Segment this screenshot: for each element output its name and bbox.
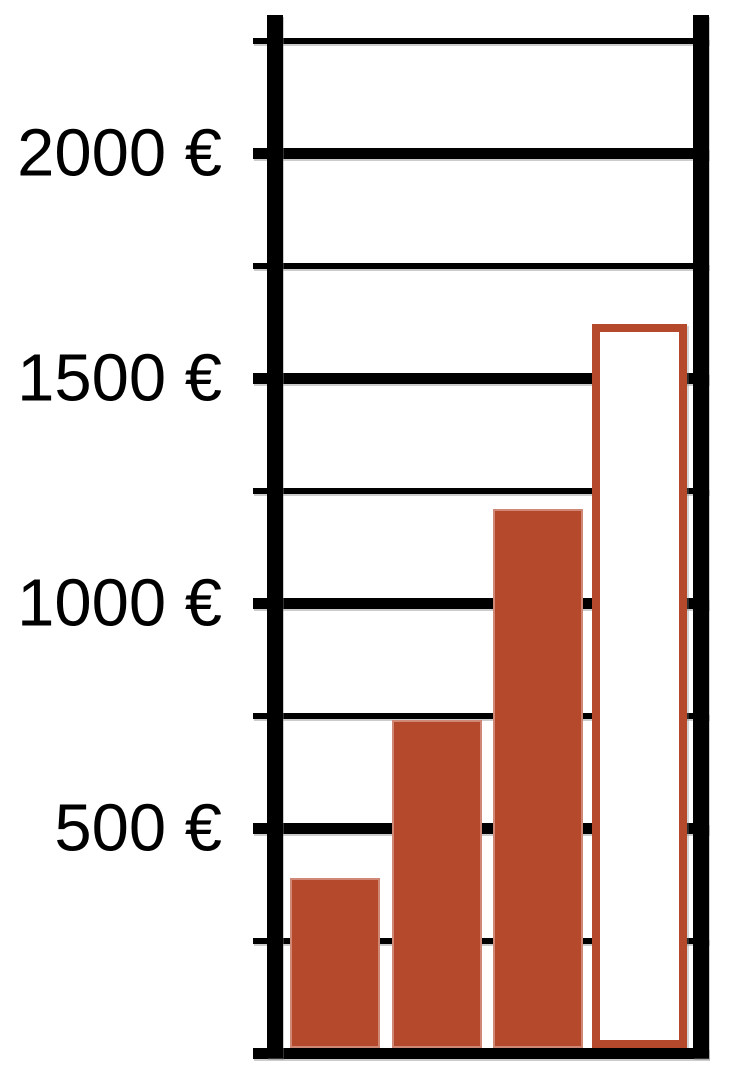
bar-4 [592, 324, 687, 1048]
bar-1 [290, 877, 380, 1048]
gridline-major [253, 372, 709, 384]
gridline-major [253, 147, 709, 159]
gridline-major [253, 597, 709, 609]
bar-2 [392, 720, 482, 1048]
y-tick-label-2000: 2000 € [17, 115, 222, 191]
gridline-minor [253, 712, 709, 719]
x-axis-baseline [253, 1047, 709, 1059]
right-frame-line [693, 15, 709, 1058]
y-tick-label-1500: 1500 € [17, 340, 222, 416]
gridline-minor [253, 487, 709, 494]
y-tick-label-1000: 1000 € [17, 565, 222, 641]
bar-3 [493, 508, 583, 1048]
y-tick-label-500: 500 € [54, 790, 222, 866]
y-axis-line [267, 15, 283, 1058]
gridline-minor [253, 37, 709, 44]
gridline-minor [253, 262, 709, 269]
